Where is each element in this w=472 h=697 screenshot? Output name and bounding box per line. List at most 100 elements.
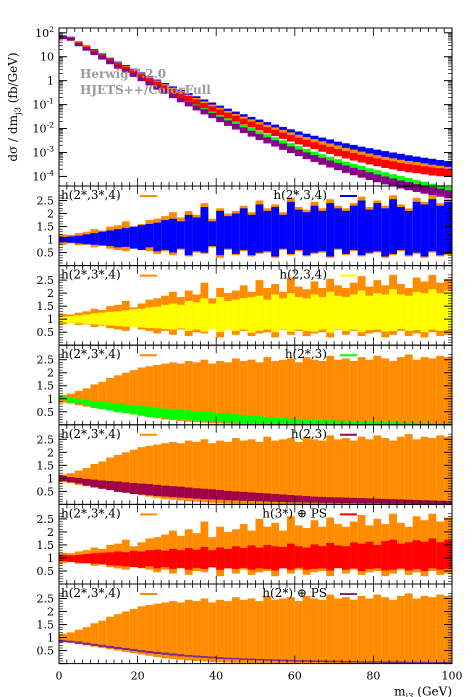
ratio-bin	[224, 490, 232, 501]
main-bin-5-36	[341, 165, 350, 173]
ratio-ref-bin	[153, 364, 162, 419]
ratio-bin	[74, 235, 83, 244]
ratio-bin	[357, 661, 366, 663]
ratio-bin	[106, 552, 115, 566]
main-bin-5-24	[247, 130, 256, 137]
ratio-bin	[436, 542, 445, 570]
ratio-bin	[129, 550, 138, 568]
main-bin-4-33	[318, 144, 327, 152]
ratio-bin	[302, 419, 311, 425]
ratio-ref-bin	[114, 614, 122, 651]
ratio-ytick-label: 2	[47, 526, 54, 539]
ratio-bin	[302, 298, 311, 331]
ratio-ref-bin	[263, 436, 272, 504]
ratio-panel-1: 0.511.522.5 h(2*,3*,4) h(2,3,4)	[37, 265, 453, 346]
ratio-bin	[90, 233, 99, 245]
ratio-bin	[263, 416, 272, 424]
ratio-bin	[224, 216, 232, 249]
ratio-ref-bin	[389, 599, 397, 664]
ratio-bin	[169, 653, 177, 656]
ratio-bin	[169, 548, 177, 569]
ratio-ytick-label: 1.5	[37, 221, 55, 234]
ratio-ytick-label: 0.5	[37, 326, 55, 339]
ratio-bin	[231, 546, 240, 569]
ratio-bin	[373, 498, 382, 504]
ratio-ref-bin	[412, 439, 421, 505]
main-bin-4-17	[192, 99, 201, 105]
main-bin-5-2	[74, 43, 83, 47]
ratio-bin	[161, 485, 170, 497]
main-bin-4-26	[263, 127, 272, 134]
ratio-ytick-label: 2.5	[37, 195, 55, 208]
ratio-bin	[310, 544, 319, 569]
main-bin-5-16	[184, 101, 193, 107]
main-bin-5-25	[255, 134, 264, 141]
main-bin-1-43	[396, 153, 405, 162]
ratio-ref-bin	[98, 381, 107, 410]
ratio-series-label: h(2*) ⊕ PS	[262, 586, 327, 600]
ratio-bin	[326, 660, 335, 663]
ratio-ytick-label: 1	[47, 393, 54, 406]
ratio-ref-bin	[334, 359, 342, 425]
ratio-ref-bin	[373, 594, 382, 664]
main-bin-5-26	[263, 137, 272, 144]
ratio-ref-bin	[357, 595, 366, 664]
ratio-bin	[389, 422, 397, 425]
ratio-bin	[66, 397, 75, 403]
ratio-bin	[365, 498, 374, 504]
ratio-ref-bin	[192, 441, 201, 502]
ratio-ref-bin	[341, 597, 350, 664]
main-bin-4-36	[341, 151, 350, 159]
ratio-ref-bin	[239, 599, 248, 663]
ratio-bin	[208, 489, 217, 500]
ratio-bin	[208, 303, 217, 330]
ratio-ref-bin	[279, 598, 287, 664]
ratio-ref-bin	[318, 361, 327, 425]
ratio-bin	[286, 495, 295, 503]
ratio-ref-bin	[66, 632, 75, 643]
ratio-bin	[381, 208, 390, 257]
main-bin-5-43	[396, 180, 405, 189]
ratio-bin	[184, 548, 193, 570]
main-bin-5-31	[302, 152, 311, 160]
ratio-ref-bin	[106, 616, 115, 650]
main-bin-3-41	[381, 172, 390, 181]
ratio-bin	[396, 207, 405, 250]
ratio-bin	[444, 201, 452, 254]
ratio-bin	[224, 548, 232, 569]
ratio-ref-bin	[176, 602, 185, 660]
ratio-ytick-label: 1.5	[37, 539, 55, 552]
ratio-bin	[82, 478, 91, 486]
ratio-bin	[286, 293, 295, 332]
ratio-reference-label: h(2*,3*,4)	[61, 268, 121, 282]
ratio-bin	[129, 226, 138, 249]
main-bin-4-28	[279, 132, 287, 139]
ratio-ref-bin	[224, 362, 232, 424]
main-bin-4-43	[396, 162, 405, 171]
ratio-bin	[90, 313, 99, 325]
ratio-bin	[302, 496, 311, 503]
main-ytick-label: 10-1	[33, 97, 55, 112]
ratio-bin	[279, 659, 287, 662]
main-bin-5-22	[231, 123, 240, 130]
ratio-ref-bin	[428, 438, 437, 505]
ratio-ytick-label: 1.5	[37, 380, 55, 393]
ratio-ref-bin	[169, 441, 177, 500]
ratio-bin	[66, 236, 75, 243]
ratio-bin	[231, 491, 240, 501]
ratio-bin	[200, 547, 209, 569]
main-bin-5-13	[161, 89, 170, 94]
main-bin-4-31	[302, 140, 311, 147]
ratio-bin	[90, 553, 99, 564]
ratio-ref-bin	[341, 358, 350, 425]
ratio-ytick-label: 0.5	[37, 406, 55, 419]
ratio-ytick-label: 2.5	[37, 274, 55, 287]
main-bin-4-8	[121, 66, 130, 71]
main-bin-5-29	[286, 146, 295, 153]
ratio-ref-bin	[192, 362, 201, 423]
ratio-ref-bin	[412, 359, 421, 425]
ratio-bin	[216, 547, 225, 570]
ratio-bin	[341, 210, 350, 254]
ratio-bin	[373, 421, 382, 425]
ratio-ref-bin	[334, 598, 342, 664]
